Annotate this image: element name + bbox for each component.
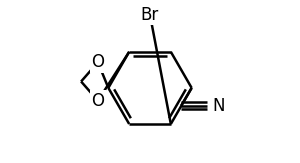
Text: O: O xyxy=(92,92,104,110)
Text: N: N xyxy=(212,96,224,115)
Text: Br: Br xyxy=(141,6,159,24)
Text: O: O xyxy=(92,53,104,71)
